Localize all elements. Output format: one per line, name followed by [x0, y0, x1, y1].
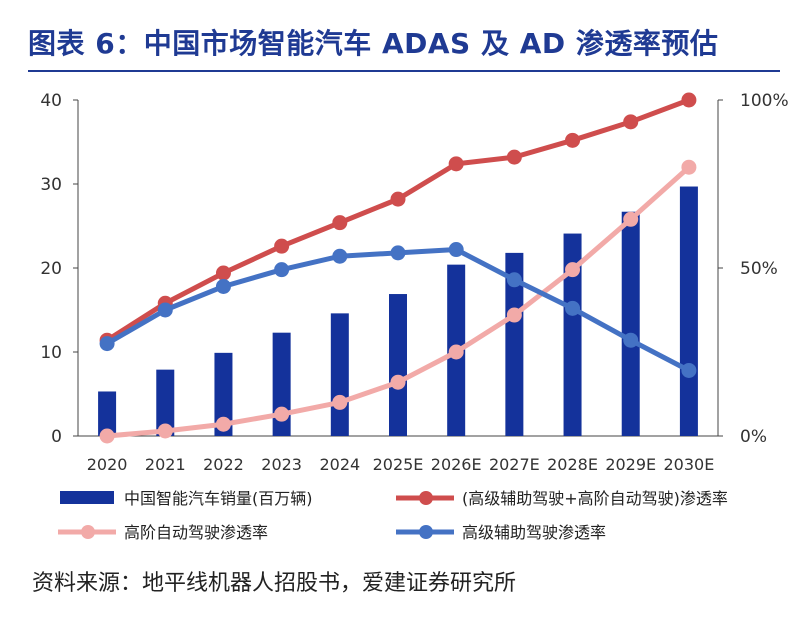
line-0-point-2025E	[390, 191, 406, 207]
x-tick-label: 2027E	[489, 455, 540, 474]
line-0-point-2030E	[681, 92, 697, 108]
x-tick-label: 2028E	[547, 455, 598, 474]
axes: 0 10 20 30 40 0% 50% 100% 2020 2021 2022 2023 2024 20…	[40, 91, 788, 474]
legend-swatch-marker	[81, 525, 95, 539]
chart: 0 10 20 30 40 0% 50% 100% 2020 2021 2022 2023 2024 20…	[40, 91, 788, 542]
bar-2030E	[679, 186, 698, 436]
legend-item-2: 高阶自动驾驶渗透率	[58, 523, 268, 542]
line-2-point-2030E	[681, 362, 697, 378]
x-tick-label: 2020	[87, 455, 128, 474]
x-tick-label: 2026E	[431, 455, 482, 474]
y-left-tick-label: 30	[40, 175, 62, 195]
legend-label: (高级辅助驾驶+高阶自动驾驶)渗透率	[462, 489, 728, 508]
line-1-point-2025E	[390, 374, 406, 390]
legend-item-1: (高级辅助驾驶+高阶自动驾驶)渗透率	[396, 489, 728, 508]
line-2-point-2023	[274, 262, 290, 278]
title-underline	[28, 70, 780, 72]
line-1-point-2026E	[448, 344, 464, 360]
y-right-tick-label: 50%	[740, 259, 778, 279]
line-1-point-2030E	[681, 159, 697, 175]
line-0-point-2024	[332, 215, 348, 231]
bar-2022	[214, 352, 233, 436]
bar-2027E	[505, 252, 524, 436]
bar-2029E	[621, 211, 640, 436]
legend-label: 中国智能汽车销量(百万辆)	[124, 489, 313, 508]
legend-label: 高级辅助驾驶渗透率	[462, 523, 606, 542]
bar-2024	[330, 313, 349, 436]
line-1-point-2022	[215, 416, 231, 432]
line-2-point-2024	[332, 248, 348, 264]
legend: 中国智能汽车销量(百万辆) (高级辅助驾驶+高阶自动驾驶)渗透率高阶自动驾驶渗透率…	[58, 489, 728, 542]
y-right-tick-label: 0%	[740, 427, 767, 447]
bar-2025E	[389, 294, 407, 436]
line-0-point-2023	[274, 238, 290, 254]
line-2-point-2025E	[390, 245, 406, 261]
line-1-point-2027E	[506, 307, 522, 323]
line-2-point-2028E	[565, 300, 581, 316]
line-1-point-2020	[99, 428, 115, 444]
x-tick-label: 2025E	[373, 455, 424, 474]
y-right-tick-label: 100%	[740, 91, 789, 111]
x-tick-label: 2023	[261, 455, 302, 474]
line-2-point-2020	[99, 336, 115, 352]
bars	[98, 186, 698, 436]
line-1-point-2028E	[565, 262, 581, 278]
x-tick-label: 2030E	[663, 455, 714, 474]
line-2-point-2022	[215, 278, 231, 294]
chart-title: 图表 6：中国市场智能汽车 ADAS 及 AD 渗透率预估	[28, 27, 719, 60]
lines	[99, 92, 697, 444]
line-2-point-2029E	[623, 332, 639, 348]
bar-2028E	[563, 233, 582, 436]
line-1-point-2023	[274, 406, 290, 422]
legend-swatch	[60, 491, 114, 504]
line-1-point-2021	[157, 423, 173, 439]
legend-swatch-marker	[419, 525, 433, 539]
y-left-tick-label: 0	[51, 427, 62, 447]
line-0-point-2026E	[448, 156, 464, 172]
line-0-point-2027E	[506, 149, 522, 165]
x-tick-label: 2029E	[605, 455, 656, 474]
legend-item-3: 高级辅助驾驶渗透率	[396, 523, 606, 542]
line-0-point-2028E	[565, 132, 581, 148]
x-tick-label: 2021	[145, 455, 186, 474]
legend-label: 高阶自动驾驶渗透率	[124, 523, 268, 542]
line-0-point-2022	[215, 265, 231, 281]
source-note: 资料来源：地平线机器人招股书，爱建证券研究所	[32, 571, 517, 596]
line-2-point-2021	[157, 302, 173, 318]
line-0-point-2029E	[623, 114, 639, 130]
y-left-tick-label: 20	[40, 259, 62, 279]
line-1-point-2029E	[623, 211, 639, 227]
line-2-point-2026E	[448, 242, 464, 258]
y-left-tick-label: 40	[40, 91, 62, 111]
legend-item-0: 中国智能汽车销量(百万辆)	[60, 489, 313, 508]
legend-swatch-marker	[419, 491, 433, 505]
x-tick-label: 2022	[203, 455, 244, 474]
line-1-point-2024	[332, 394, 348, 410]
bar-2021	[156, 369, 175, 436]
x-tick-label: 2024	[319, 455, 360, 474]
bar-2020	[98, 391, 117, 436]
line-2-point-2027E	[506, 272, 522, 288]
y-left-tick-label: 10	[40, 343, 62, 363]
